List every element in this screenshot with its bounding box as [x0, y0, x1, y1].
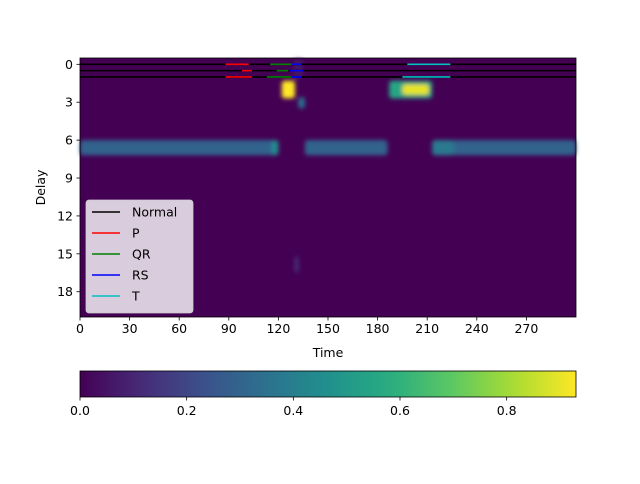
colorbar-tick-label-0: 0.0 [70, 403, 90, 418]
heat-cell-0 [80, 140, 279, 156]
x-axis-label: Time [312, 345, 344, 360]
legend-box [85, 199, 194, 314]
heat-cell-10 [294, 256, 299, 273]
heat-cell-3 [432, 140, 576, 156]
legend-label-t: T [131, 289, 140, 304]
legend-label-p: P [132, 226, 140, 241]
heat-cell-6 [298, 97, 305, 109]
heat-cells [80, 59, 576, 273]
heat-cell-5 [281, 80, 295, 99]
legend-label-qr: QR [132, 247, 151, 262]
heat-cell-1 [271, 140, 279, 156]
heat-cell-8 [402, 84, 429, 95]
y-tick-label-0: 0 [65, 57, 73, 72]
colorbar-tick-label-1: 0.2 [177, 403, 197, 418]
y-tick-label-6: 18 [57, 284, 73, 299]
x-tick-label-5: 150 [316, 321, 340, 336]
x-tick-label-2: 60 [171, 321, 187, 336]
colorbar-tick-label-3: 0.6 [390, 403, 410, 418]
y-axis-label: Delay [33, 169, 48, 205]
colorbar-tick-label-2: 0.4 [283, 403, 303, 418]
heat-cell-4 [432, 140, 454, 156]
legend-label-rs: RS [132, 268, 149, 283]
legend-label-normal: Normal [132, 205, 177, 220]
x-tick-label-1: 30 [122, 321, 138, 336]
colorbar-bar [79, 370, 577, 398]
colorbar-tick-label-4: 0.8 [497, 403, 517, 418]
colorbar: 0.0 0.2 0.4 0.6 0.8 [70, 370, 577, 418]
heat-cell-9 [293, 59, 304, 79]
legend: Normal P QR RS T [85, 199, 194, 314]
x-tick-label-4: 120 [266, 321, 290, 336]
x-tick-label-3: 90 [221, 321, 237, 336]
y-tick-label-3: 9 [65, 171, 73, 186]
y-tick-label-4: 12 [57, 208, 73, 223]
heat-cell-2 [304, 140, 388, 156]
x-tick-label-8: 240 [465, 321, 489, 336]
x-tick-label-7: 210 [415, 321, 439, 336]
x-tick-label-6: 180 [366, 321, 390, 336]
heatmap-axes: 0 30 60 90 120 150 180 210 240 270 0 3 6 9 12 15 18 Time D… [33, 57, 577, 360]
y-tick-label-2: 6 [65, 133, 73, 148]
y-tick-label-5: 15 [57, 246, 73, 261]
x-tick-label-0: 0 [76, 321, 84, 336]
segment-lines [80, 63, 576, 78]
y-tick-label-1: 3 [65, 95, 73, 110]
x-tick-label-9: 270 [514, 321, 538, 336]
